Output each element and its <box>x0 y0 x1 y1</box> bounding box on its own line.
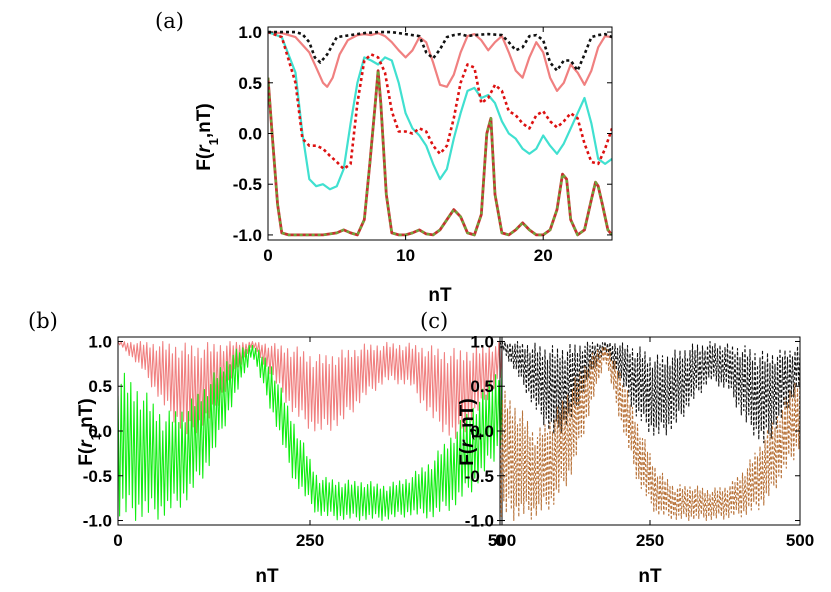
ylabel-a: F(r1,nT) <box>194 103 221 170</box>
ytick-label-2-0: 1.0 <box>470 332 494 351</box>
ytick-label-0-4: -1.0 <box>233 226 262 245</box>
panel-letter-a: (a) <box>155 9 184 33</box>
ytick-label-0-1: 0.5 <box>238 74 262 93</box>
xlabel-b: nT <box>255 566 279 587</box>
series-line-1-1 <box>118 344 502 522</box>
series-line-0-3 <box>268 30 612 72</box>
xtick-label-2-2: 500 <box>786 531 814 550</box>
xlabel-a: nT <box>428 285 452 306</box>
plot-area-0 <box>268 30 612 237</box>
xlabel-c: nT <box>638 566 662 587</box>
panel-c: (c) F(r1,nT) nT 1.0 0.5 0.0 -0.5 -1.00 250 500 <box>420 309 814 587</box>
panel-a: (a) F(r1,nT) nT 1.0 0.5 0.0 -0.5 -1.00 10 20 <box>155 9 613 306</box>
ytick-label-0-0: 1.0 <box>238 23 262 42</box>
plot-area-2 <box>500 340 800 522</box>
series-line-0-5 <box>268 69 612 237</box>
ylabel-b: F(r1,nT) <box>76 398 103 465</box>
xtick-label-0-0: 0 <box>263 246 272 265</box>
xtick-label-0-2: 20 <box>534 246 553 265</box>
ytick-label-1-2: 0.0 <box>88 422 112 441</box>
ytick-label-1-0: 1.0 <box>88 332 112 351</box>
series-line-2-0 <box>500 340 800 444</box>
ytick-label-0-2: 0.0 <box>238 125 262 144</box>
xtick-label-2-1: 250 <box>636 531 664 550</box>
xtick-label-1-0: 0 <box>113 531 122 550</box>
series-line-1-0 <box>118 340 502 439</box>
panel-b: (b) F(r1,nT) nT 1.00.50.0-0.5-1.00 250 500 <box>28 309 516 587</box>
ylabel-c: F(r1,nT) <box>457 398 484 465</box>
ytick-label-0-3: -0.5 <box>233 175 262 194</box>
panel-letter-b: (b) <box>28 309 58 333</box>
series-line-2-1 <box>500 345 800 522</box>
xtick-label-1-1: 250 <box>296 531 324 550</box>
ytick-label-1-3: -0.5 <box>83 467 112 486</box>
ytick-label-2-1: 0.5 <box>470 377 494 396</box>
ytick-label-2-3: -0.5 <box>465 467 494 486</box>
ytick-label-1-1: 0.5 <box>88 377 112 396</box>
ytick-label-2-2: 0.0 <box>470 422 494 441</box>
ytick-label-1-4: -1.0 <box>83 512 112 531</box>
xtick-label-1-2: 500 <box>488 531 516 550</box>
series-line-0-0 <box>268 31 612 92</box>
panel-letter-c: (c) <box>420 309 448 333</box>
series-line-0-1 <box>268 31 612 191</box>
ytick-label-2-4: -1.0 <box>465 512 494 531</box>
xtick-label-0-1: 10 <box>396 246 415 265</box>
xtick-label-2-0: 0 <box>495 531 504 550</box>
plot-frame-0 <box>267 26 613 241</box>
plot-area-1 <box>118 340 502 522</box>
series-line-0-2 <box>268 30 612 171</box>
